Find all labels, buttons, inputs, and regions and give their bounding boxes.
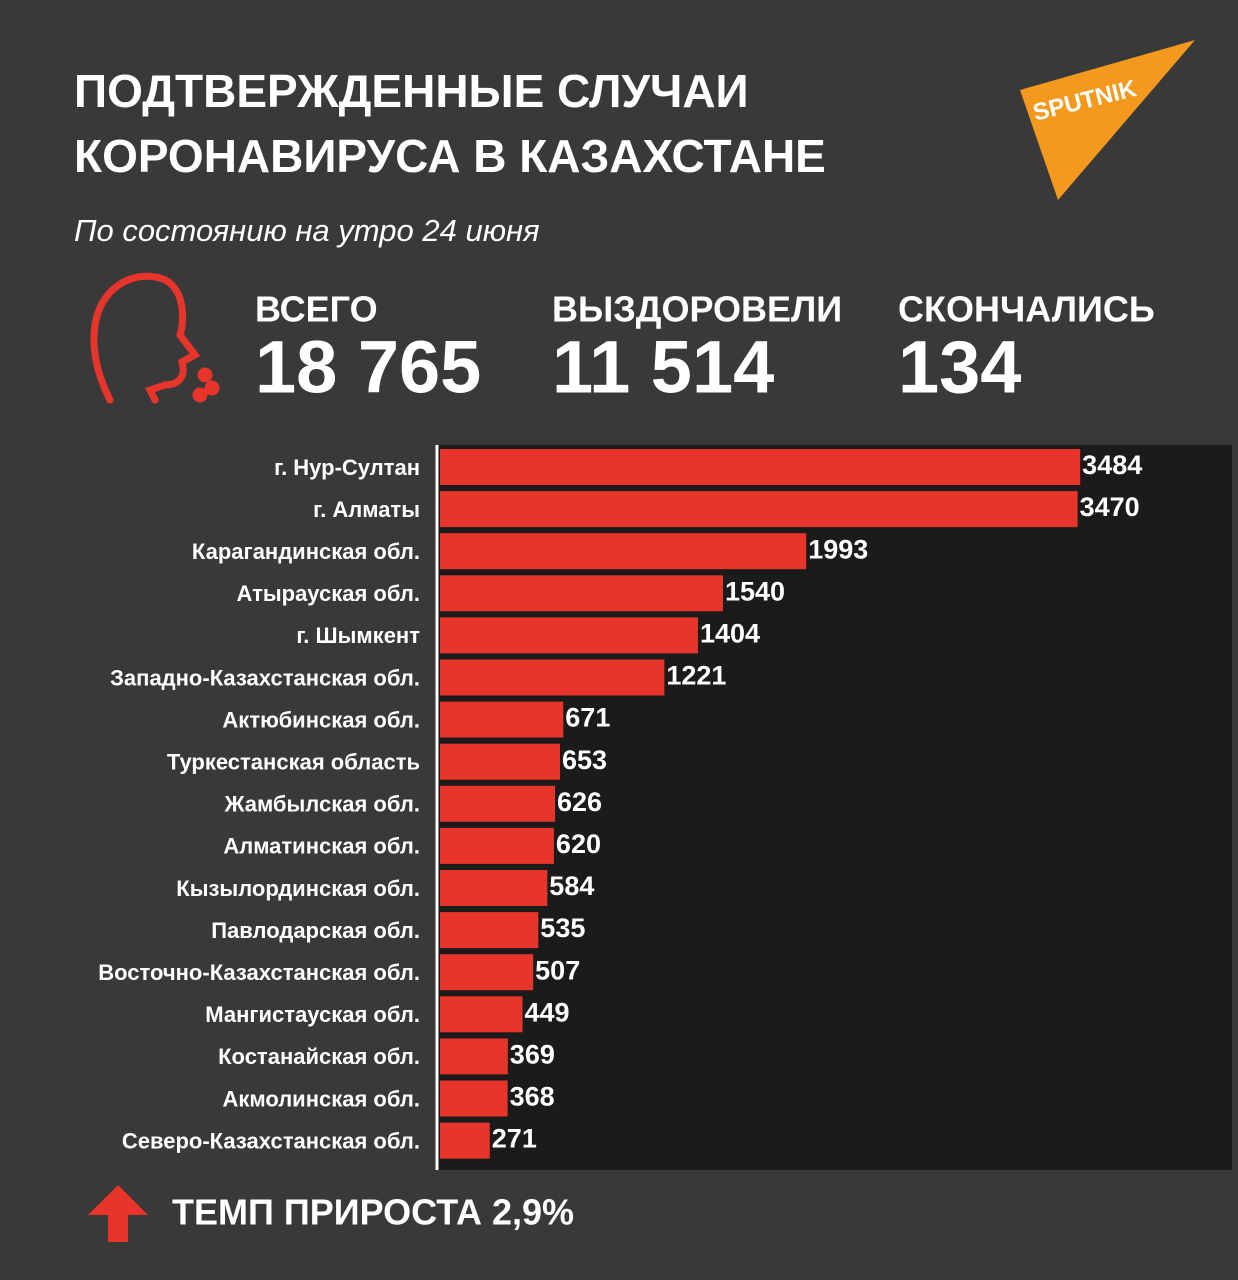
value-label: 584 xyxy=(549,871,594,901)
value-label: 449 xyxy=(525,997,570,1027)
bar xyxy=(440,659,665,696)
category-label: Туркестанская область xyxy=(167,750,420,775)
value-label: 535 xyxy=(540,913,585,943)
arrow-icon xyxy=(88,1185,148,1242)
category-label: Кызылординская обл. xyxy=(176,876,420,901)
logo-shape xyxy=(1020,40,1195,200)
category-label: г. Шымкент xyxy=(296,623,420,648)
value-label: 671 xyxy=(565,703,610,733)
category-label: Костанайская обл. xyxy=(218,1044,420,1069)
value-label: 1404 xyxy=(700,619,760,649)
category-label: Акмолинская обл. xyxy=(222,1086,420,1111)
bar xyxy=(440,870,548,906)
value-label: 3470 xyxy=(1080,492,1140,522)
droplet xyxy=(204,380,220,396)
value-label: 3484 xyxy=(1082,450,1142,480)
stat-label: ВЫЗДОРОВЕЛИ xyxy=(552,289,842,330)
bar xyxy=(440,1038,508,1075)
head-outline xyxy=(90,272,201,404)
bar xyxy=(440,785,556,822)
droplet xyxy=(197,367,213,383)
category-label: Западно-Казахстанская обл. xyxy=(110,665,420,690)
category-label: Алматинская обл. xyxy=(223,834,420,859)
category-label: Карагандинская обл. xyxy=(192,539,420,564)
value-label: 620 xyxy=(556,829,601,859)
bar xyxy=(440,449,1081,485)
bar xyxy=(440,954,534,991)
stat-value: 18 765 xyxy=(255,326,481,409)
footer: ТЕМП ПРИРОСТА 2,9% xyxy=(88,1185,574,1242)
bar xyxy=(440,1080,508,1117)
category-label: Восточно-Казахстанская обл. xyxy=(98,960,420,985)
category-label: г. Нур-Султан xyxy=(274,455,420,480)
stat-label: ВСЕГО xyxy=(255,289,378,330)
droplet xyxy=(192,387,208,403)
bar xyxy=(440,827,554,864)
logo: SPUTNIK xyxy=(1020,40,1195,200)
category-label: Северо-Казахстанская обл. xyxy=(122,1128,420,1153)
bar xyxy=(440,1122,490,1159)
bar xyxy=(440,912,539,949)
bar xyxy=(440,491,1078,528)
footer-text: ТЕМП ПРИРОСТА 2,9% xyxy=(172,1192,574,1233)
category-label: Павлодарская обл. xyxy=(211,918,420,943)
category-label: Атырауская обл. xyxy=(236,581,420,606)
bar xyxy=(440,743,560,780)
category-label: Мангистауская обл. xyxy=(205,1002,420,1027)
category-label: Жамбылская обл. xyxy=(224,792,420,817)
category-label: Актюбинская обл. xyxy=(222,707,420,732)
value-label: 626 xyxy=(557,787,602,817)
category-label: г. Алматы xyxy=(313,497,420,522)
value-label: 1993 xyxy=(808,534,868,564)
bar xyxy=(440,575,723,612)
stat-label: СКОНЧАЛИСЬ xyxy=(898,289,1155,330)
bar xyxy=(440,996,523,1033)
bar xyxy=(440,617,698,654)
value-label: 271 xyxy=(492,1124,537,1154)
head-icon xyxy=(90,272,220,404)
value-label: 369 xyxy=(510,1040,555,1070)
value-label: 507 xyxy=(535,955,580,985)
bar xyxy=(440,533,807,570)
stat-value: 11 514 xyxy=(552,326,774,409)
subtitle: По состоянию на утро 24 июня xyxy=(74,213,540,248)
title-line: КОРОНАВИРУСА В КАЗАХСТАНЕ xyxy=(74,130,826,182)
value-label: 1221 xyxy=(666,661,726,691)
stat-value: 134 xyxy=(898,326,1021,409)
title-line: ПОДТВЕРЖДЕННЫЕ СЛУЧАИ xyxy=(74,65,749,117)
value-label: 1540 xyxy=(725,576,785,606)
value-label: 653 xyxy=(562,745,607,775)
value-label: 368 xyxy=(510,1082,555,1112)
bar xyxy=(440,701,564,738)
